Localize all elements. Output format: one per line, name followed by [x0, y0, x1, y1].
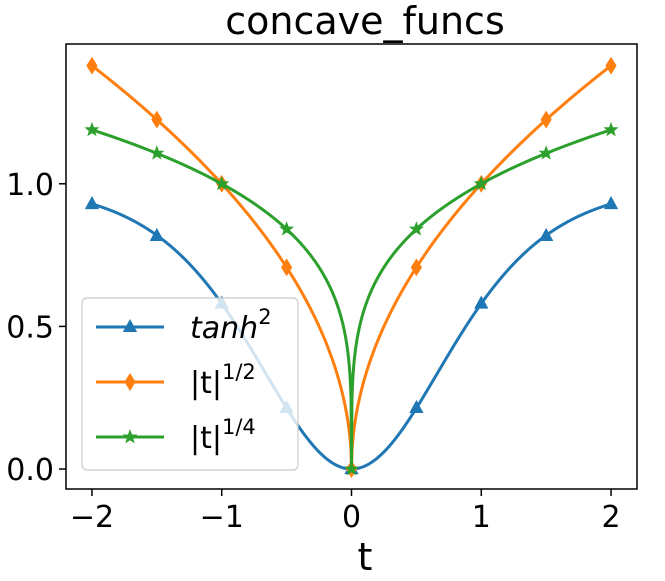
- series-3-marker: [149, 145, 165, 160]
- series-2-marker: [86, 56, 98, 75]
- y-tick-label: 1.0: [6, 168, 54, 203]
- series-3-marker: [214, 175, 230, 191]
- legend-marker-1: [122, 318, 138, 333]
- y-tick-label: 0.0: [6, 453, 54, 488]
- legend-label-1: tanh2: [190, 305, 272, 346]
- legend-label-2: |t|1/2: [190, 360, 256, 401]
- series-3-marker: [84, 121, 100, 137]
- legend-marker-3: [122, 429, 138, 444]
- y-tick-label: 0.5: [6, 310, 54, 345]
- x-tick-label: 1: [472, 500, 491, 535]
- series-3-marker: [343, 461, 360, 476]
- series-1-marker: [474, 295, 489, 309]
- legend-box: [81, 297, 299, 471]
- series-3-marker: [408, 221, 424, 236]
- legend-marker-2: [124, 373, 136, 391]
- y-axis: 0.0 0.5 1.0: [6, 168, 66, 488]
- series-1-marker: [84, 195, 100, 210]
- series-3-marker: [473, 175, 489, 191]
- series-3-marker: [279, 221, 295, 236]
- series-2-marker: [281, 258, 293, 277]
- series-3-marker: [603, 121, 619, 137]
- chart-title: concave_funcs: [225, 0, 505, 43]
- x-tick-label: 0: [342, 500, 361, 535]
- x-axis-label: t: [358, 535, 373, 579]
- series-1-marker: [149, 227, 164, 242]
- legend: tanh2 |t|1/2 |t|1/4: [81, 297, 299, 471]
- series-2-marker: [540, 110, 552, 129]
- legend-label-3: |t|1/4: [190, 415, 256, 456]
- series-3-marker: [538, 145, 554, 160]
- series-1-marker: [409, 399, 424, 414]
- x-tick-label: 2: [601, 500, 620, 535]
- series-2-marker: [151, 110, 163, 129]
- series-2-marker: [410, 258, 422, 277]
- x-axis: −2 −1 0 1 2: [70, 489, 621, 535]
- series-2-marker: [605, 56, 617, 75]
- x-tick-label: −1: [200, 500, 244, 535]
- series-1-marker: [603, 195, 619, 210]
- x-tick-label: −2: [70, 500, 114, 535]
- series-1-marker: [539, 227, 554, 242]
